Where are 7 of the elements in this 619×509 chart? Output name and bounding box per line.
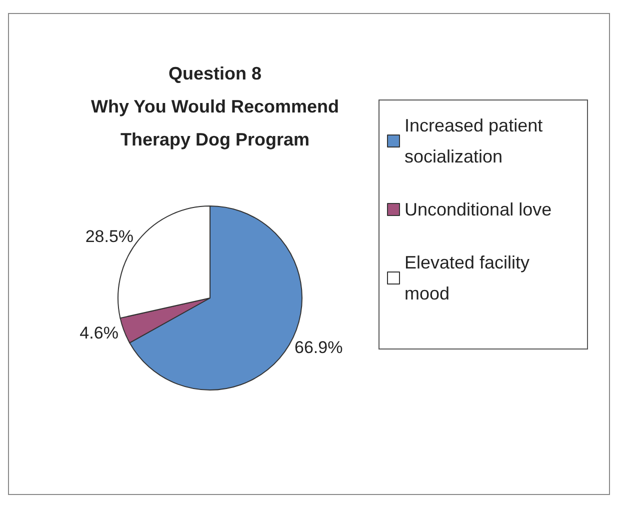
data-label: 66.9% xyxy=(294,338,343,358)
legend-label: Increased patient socialization xyxy=(404,116,548,166)
legend-label: Unconditional love xyxy=(404,200,552,220)
data-label: 4.6% xyxy=(80,323,118,342)
chart-title: Question 8 Why You Would Recommend Therapy Dog Program xyxy=(90,64,340,150)
legend-label: Elevated facility mood xyxy=(404,252,535,304)
data-label: 28.5% xyxy=(85,227,134,246)
